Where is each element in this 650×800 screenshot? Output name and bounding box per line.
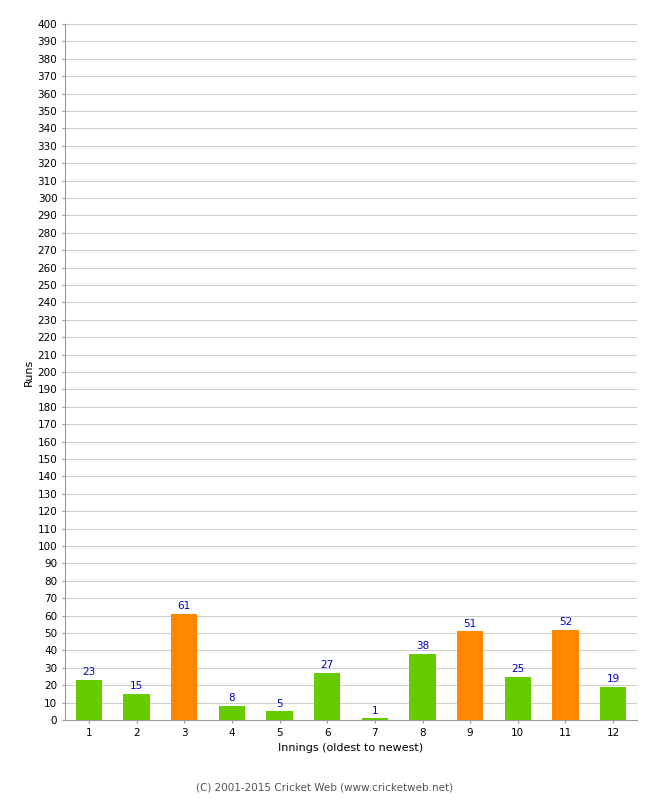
Text: 25: 25	[511, 664, 525, 674]
Bar	[600, 687, 626, 720]
Text: 61: 61	[177, 602, 191, 611]
Y-axis label: Runs: Runs	[23, 358, 33, 386]
Bar	[266, 711, 292, 720]
Text: 5: 5	[276, 698, 283, 709]
Bar	[410, 654, 436, 720]
Text: 38: 38	[416, 642, 429, 651]
Text: 8: 8	[229, 694, 235, 703]
Text: 52: 52	[559, 617, 572, 627]
Bar	[218, 706, 245, 720]
Text: 51: 51	[463, 618, 477, 629]
Text: 15: 15	[130, 682, 143, 691]
Bar	[552, 630, 578, 720]
Bar	[75, 680, 102, 720]
Text: 27: 27	[320, 661, 334, 670]
Bar	[171, 614, 198, 720]
Text: 1: 1	[372, 706, 378, 716]
Text: (C) 2001-2015 Cricket Web (www.cricketweb.net): (C) 2001-2015 Cricket Web (www.cricketwe…	[196, 782, 454, 792]
Bar	[314, 673, 341, 720]
Bar	[457, 631, 484, 720]
Bar	[361, 718, 388, 720]
Text: 19: 19	[606, 674, 620, 684]
Bar	[504, 677, 531, 720]
X-axis label: Innings (oldest to newest): Innings (oldest to newest)	[278, 743, 424, 753]
Bar	[124, 694, 150, 720]
Text: 23: 23	[82, 667, 96, 678]
